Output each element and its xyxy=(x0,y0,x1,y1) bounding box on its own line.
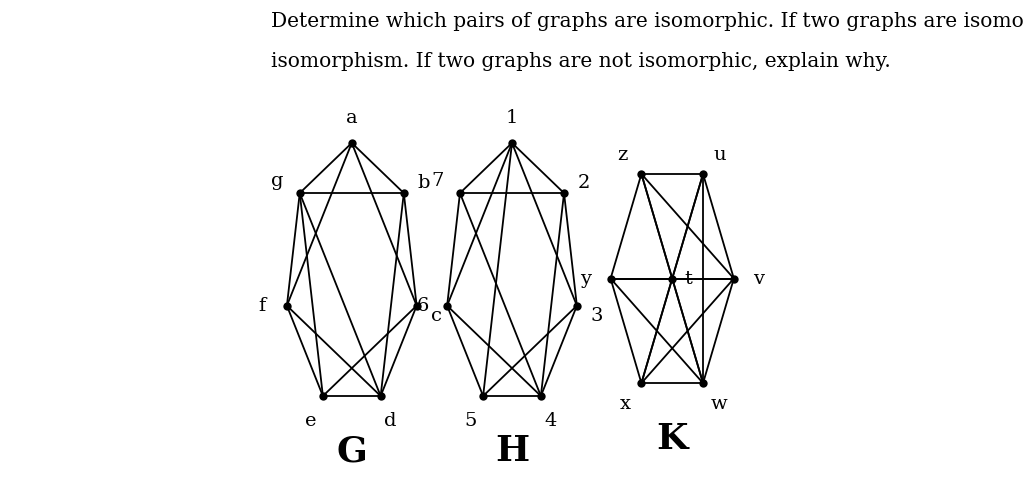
Text: t: t xyxy=(685,270,692,287)
Text: 4: 4 xyxy=(545,412,557,430)
Text: a: a xyxy=(346,109,357,127)
Text: c: c xyxy=(431,307,442,324)
Text: u: u xyxy=(713,146,726,164)
Text: G: G xyxy=(336,434,368,468)
Text: Determine which pairs of graphs are isomorphic. If two graphs are isomorphic, sh: Determine which pairs of graphs are isom… xyxy=(271,12,1024,32)
Text: v: v xyxy=(753,270,764,287)
Text: g: g xyxy=(271,172,284,190)
Text: y: y xyxy=(581,270,592,287)
Text: isomorphism. If two graphs are not isomorphic, explain why.: isomorphism. If two graphs are not isomo… xyxy=(271,52,891,71)
Text: K: K xyxy=(656,422,688,456)
Text: H: H xyxy=(495,434,529,468)
Text: d: d xyxy=(384,412,396,430)
Text: e: e xyxy=(305,412,316,430)
Text: 3: 3 xyxy=(591,307,603,324)
Text: 5: 5 xyxy=(465,412,477,430)
Text: 1: 1 xyxy=(506,109,518,127)
Text: w: w xyxy=(711,395,728,413)
Text: 6: 6 xyxy=(417,297,429,315)
Text: 2: 2 xyxy=(578,174,590,192)
Text: x: x xyxy=(620,395,631,413)
Text: z: z xyxy=(617,146,628,164)
Text: b: b xyxy=(417,174,430,192)
Text: 7: 7 xyxy=(431,172,444,190)
Text: f: f xyxy=(259,297,266,315)
